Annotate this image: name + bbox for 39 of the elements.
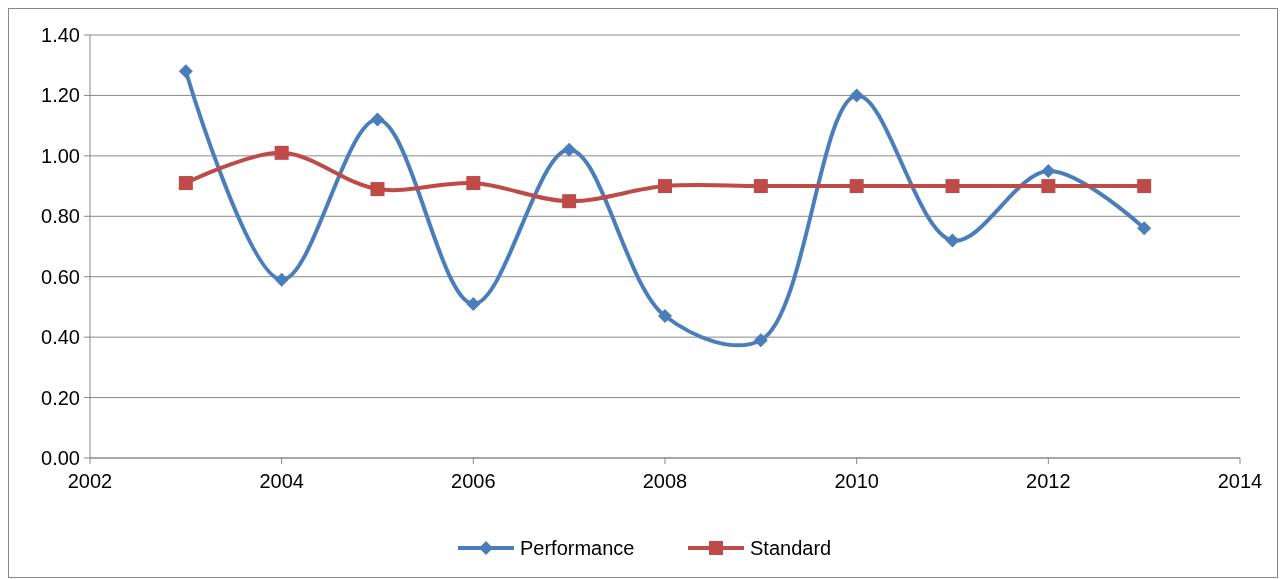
x-tick-label: 2010 [834,470,879,492]
legend-label: Performance [520,537,635,559]
point [562,194,577,209]
point [466,296,481,311]
point [1137,179,1152,194]
point [945,179,960,194]
point [1137,221,1152,236]
x-tick-label: 2012 [1026,470,1071,492]
point [274,272,289,287]
point [562,142,577,157]
point [1041,179,1056,194]
y-tick-label: 0.20 [41,386,80,409]
point [753,333,768,348]
point [370,182,385,197]
point [658,179,672,194]
legend-label: Standard [750,537,832,559]
y-tick-label: 1.40 [41,24,80,46]
x-tick-label: 2008 [642,470,688,492]
x-tick-label: 2002 [67,470,113,492]
x-tick-label: 2014 [1217,470,1263,492]
x-tick-label: 2006 [451,470,496,492]
y-tick-label: 0.40 [41,326,80,349]
point [466,176,481,191]
point [849,179,864,194]
y-tick-label: 0.80 [41,205,80,228]
point [849,88,864,103]
point [178,64,193,79]
y-tick-label: 1.20 [41,84,80,107]
y-tick-label: 1.00 [41,144,80,167]
point [274,145,289,160]
point [753,179,768,194]
point [178,176,193,191]
point [1041,163,1056,178]
y-tick-label: 0.00 [41,447,80,469]
point [658,308,672,323]
y-tick-label: 0.60 [41,265,80,288]
x-tick-label: 2004 [259,470,304,492]
point [945,233,960,248]
point [370,112,385,127]
